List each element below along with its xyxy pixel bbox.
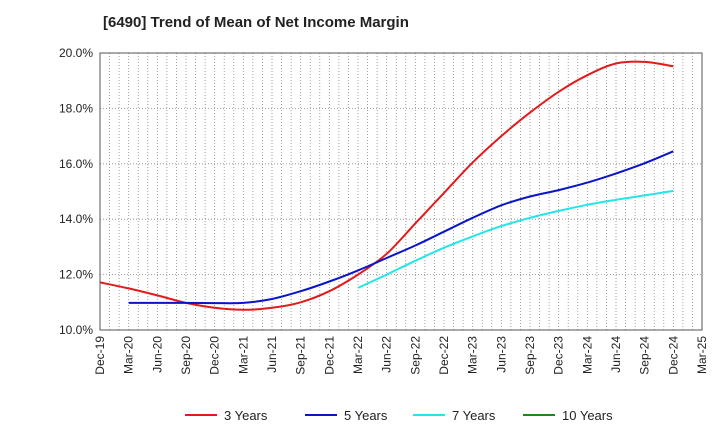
axis-ticks: 10.0% 12.0% 14.0% 16.0% 18.0% 20.0% Dec-19 Mar-… — [59, 46, 709, 375]
plot-frame — [99, 52, 703, 331]
x-tick-label: Jun-21 — [265, 336, 279, 373]
series-line-5-years — [128, 150, 674, 305]
x-tick-label: Jun-20 — [150, 336, 164, 373]
x-tick-label: Jun-23 — [494, 336, 508, 373]
x-tick-label: Sep-22 — [408, 336, 422, 375]
x-tick-label: Sep-23 — [523, 336, 537, 375]
x-tick-label: Sep-21 — [294, 336, 308, 375]
x-tick-label: Mar-22 — [351, 336, 365, 374]
x-tick-label: Sep-20 — [179, 336, 193, 375]
series-line-7-years — [357, 189, 674, 289]
x-tick-label: Dec-23 — [552, 336, 566, 375]
y-tick-label: 10.0% — [59, 323, 93, 337]
y-tick-label: 20.0% — [59, 46, 93, 60]
legend-label: 3 Years — [224, 408, 268, 423]
legend-label: 5 Years — [344, 408, 388, 423]
x-tick-label: Dec-24 — [666, 336, 680, 375]
x-tick-label: Dec-20 — [208, 336, 222, 375]
grid — [100, 53, 702, 330]
x-tick-label: Mar-25 — [695, 336, 709, 374]
x-tick-label: Dec-21 — [322, 336, 336, 375]
y-tick-label: 12.0% — [59, 268, 93, 282]
x-tick-label: Sep-24 — [638, 336, 652, 375]
chart-title: [6490] Trend of Mean of Net Income Margi… — [103, 14, 409, 31]
legend: 3 Years 5 Years 7 Years 10 Years — [185, 408, 613, 423]
x-tick-label: Mar-24 — [580, 336, 594, 374]
x-tick-label: Jun-24 — [609, 336, 623, 373]
x-tick-label: Jun-22 — [380, 336, 394, 373]
legend-label: 7 Years — [452, 408, 496, 423]
x-tick-label: Mar-23 — [466, 336, 480, 374]
legend-label: 10 Years — [562, 408, 613, 423]
y-tick-label: 14.0% — [59, 212, 93, 226]
x-tick-label: Mar-21 — [236, 336, 250, 374]
y-tick-label: 18.0% — [59, 101, 93, 115]
series-line-3-years — [99, 60, 674, 311]
x-tick-label: Dec-22 — [437, 336, 451, 375]
y-tick-label: 16.0% — [59, 157, 93, 171]
series-lines — [99, 60, 674, 311]
x-tick-label: Dec-19 — [93, 336, 107, 375]
x-tick-label: Mar-20 — [122, 336, 136, 374]
